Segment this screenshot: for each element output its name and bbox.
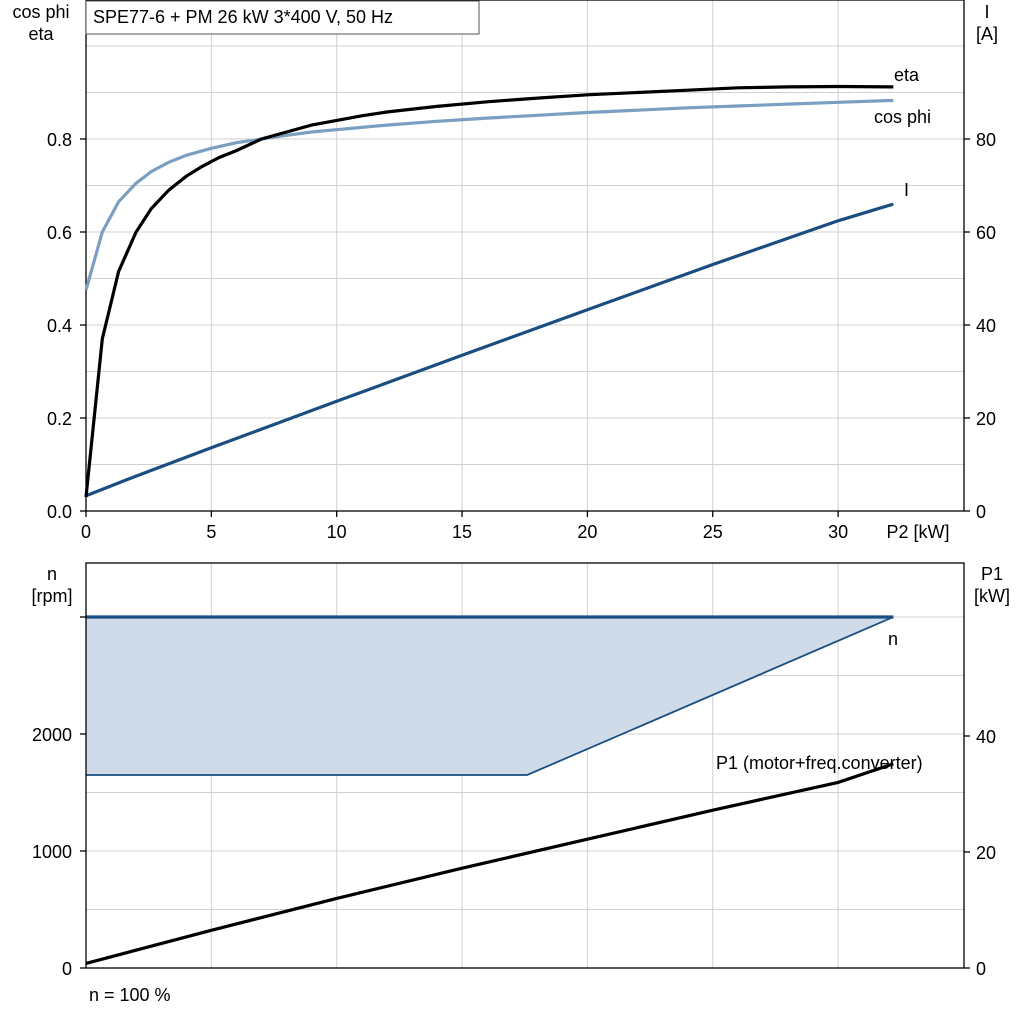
left-tick-label: 0.8 bbox=[47, 130, 72, 150]
x-tick-label: 5 bbox=[206, 522, 216, 542]
p1-line bbox=[85, 762, 894, 965]
bottom-right-tick-labels: 0 20 40 bbox=[976, 727, 996, 979]
right-tick-label: 0 bbox=[976, 959, 986, 979]
right-tick-label: 40 bbox=[976, 727, 996, 747]
x-tick-label: 30 bbox=[828, 522, 848, 542]
bottom-left-axis-label-line2: [rpm] bbox=[31, 586, 72, 606]
current-series-label: I bbox=[904, 180, 909, 200]
speed-series-label: n bbox=[888, 629, 898, 649]
top-x-axis-label: P2 [kW] bbox=[886, 522, 949, 542]
eta-series-label: eta bbox=[894, 65, 920, 85]
eta-line bbox=[84, 84, 894, 498]
x-tick-label: 10 bbox=[327, 522, 347, 542]
right-tick-label: 0 bbox=[976, 502, 986, 522]
bottom-right-axis-label-line2: [kW] bbox=[974, 586, 1010, 606]
x-tick-label: 25 bbox=[703, 522, 723, 542]
right-tick-label: 20 bbox=[976, 409, 996, 429]
bottom-left-tick-labels: 0 1000 2000 bbox=[32, 725, 72, 979]
speed-lower-bound-line bbox=[86, 616, 894, 776]
right-tick-label: 60 bbox=[976, 223, 996, 243]
bottom-chart-frame bbox=[85, 562, 965, 969]
bottom-chart-tick-marks bbox=[80, 616, 970, 969]
top-chart-grid bbox=[86, 0, 964, 511]
top-right-tick-labels: 0 20 40 60 80 bbox=[976, 130, 996, 522]
left-tick-label: 0 bbox=[62, 959, 72, 979]
top-right-axis-label-line2: [A] bbox=[976, 24, 998, 44]
top-chart-frame bbox=[85, 0, 965, 512]
x-tick-label: 20 bbox=[577, 522, 597, 542]
x-tick-label: 0 bbox=[81, 522, 91, 542]
cos-phi-line bbox=[84, 98, 894, 291]
bottom-right-axis-label-line1: P1 bbox=[981, 564, 1003, 584]
left-tick-label: 1000 bbox=[32, 842, 72, 862]
chart-title: SPE77-6 + PM 26 kW 3*400 V, 50 Hz bbox=[93, 7, 393, 27]
left-tick-label: 0.0 bbox=[47, 502, 72, 522]
footer-note: n = 100 % bbox=[89, 985, 171, 1005]
cos-phi-series-label: cos phi bbox=[874, 107, 931, 127]
top-left-tick-labels: 0.0 0.2 0.4 0.6 0.8 bbox=[47, 130, 72, 522]
top-right-axis-label-line1: I bbox=[984, 2, 989, 22]
top-x-tick-labels: 0 5 10 15 20 25 30 bbox=[81, 522, 848, 542]
top-chart-tick-marks bbox=[80, 138, 970, 517]
current-line bbox=[85, 202, 894, 498]
left-tick-label: 0.6 bbox=[47, 223, 72, 243]
left-tick-label: 0.2 bbox=[47, 409, 72, 429]
right-tick-label: 40 bbox=[976, 316, 996, 336]
right-tick-label: 80 bbox=[976, 130, 996, 150]
top-left-axis-label-line2: eta bbox=[28, 24, 54, 44]
left-tick-label: 0.4 bbox=[47, 316, 72, 336]
top-left-axis-label-line1: cos phi bbox=[12, 2, 69, 22]
p1-series-label: P1 (motor+freq.converter) bbox=[716, 753, 923, 773]
x-tick-label: 15 bbox=[452, 522, 472, 542]
bottom-left-axis-label-line1: n bbox=[47, 564, 57, 584]
title-box bbox=[85, 0, 480, 35]
speed-range-area bbox=[86, 617, 894, 775]
left-tick-label: 2000 bbox=[32, 725, 72, 745]
right-tick-label: 20 bbox=[976, 843, 996, 863]
